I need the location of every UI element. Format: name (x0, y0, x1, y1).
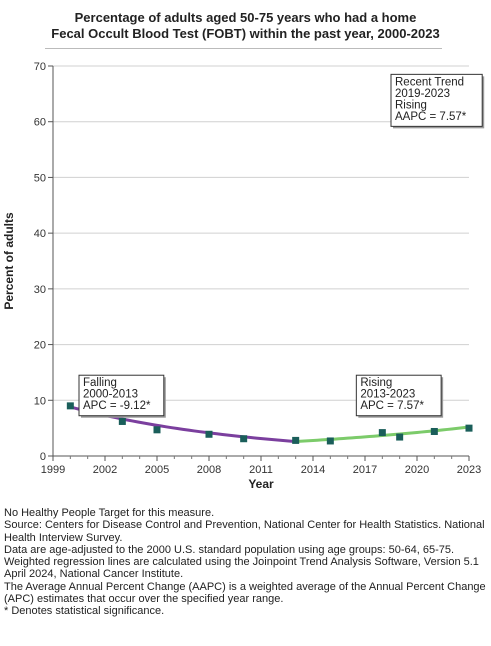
y-tick-label-0: 0 (40, 451, 46, 463)
footnotes: No Healthy People Target for this measur… (4, 507, 488, 618)
data-point-2013 (292, 436, 300, 444)
title-divider (45, 48, 442, 49)
annotation-2-line-2: Rising (395, 99, 427, 111)
data-point-2010 (240, 435, 248, 443)
annotation-0-line-1: 2000-2013 (83, 389, 138, 401)
x-tick-label-4: 2011 (249, 464, 273, 476)
data-point-2019 (396, 433, 404, 441)
y-tick-label-2: 20 (34, 340, 46, 352)
annotation-2-line-1: 2019-2023 (395, 88, 450, 100)
y-tick-label-4: 40 (34, 228, 46, 240)
chart-title-line-2: Fecal Occult Blood Test (FOBT) within th… (51, 26, 440, 41)
chart-title-line-1: Percentage of adults aged 50-75 years wh… (74, 10, 417, 25)
annotation-box-0 (78, 374, 165, 417)
note-regression: Weighted regression lines are calculated… (4, 556, 479, 581)
x-axis-title: Year (248, 477, 274, 491)
annotation-box-2 (390, 73, 483, 127)
chart: 0 10 20 30 40 50 60 70 1999 2002 2005 2008 2011 2014 2… (2, 61, 485, 491)
y-tick-label-6: 60 (34, 117, 46, 129)
y-axis-title: Percent of adults (2, 212, 16, 310)
annotation-0-line-0: Falling (83, 377, 117, 389)
y-tick-label-7: 70 (34, 61, 46, 73)
x-tick-label-1: 2002 (93, 464, 117, 476)
note-age-adjustment: Data are age-adjusted to the 2000 U.S. s… (4, 543, 455, 556)
x-tick-label-5: 2014 (301, 464, 325, 476)
annotation-box-1 (355, 374, 442, 417)
data-point-2023 (465, 424, 473, 432)
annotation-1-line-2: APC = 7.57* (360, 400, 424, 412)
y-tick-label-3: 30 (34, 284, 46, 296)
data-point-2003 (118, 417, 126, 425)
data-point-2018 (378, 429, 386, 437)
data-point-2005 (153, 426, 161, 434)
data-point-2021 (430, 427, 438, 435)
chart-title: Percentage of adults aged 50-75 years wh… (0, 10, 491, 42)
y-tick-label-5: 50 (34, 172, 46, 184)
x-tick-label-6: 2017 (353, 464, 377, 476)
annotation-1-line-1: 2013-2023 (360, 389, 415, 401)
y-tick-label-1: 10 (34, 395, 46, 407)
note-target: No Healthy People Target for this measur… (4, 507, 215, 519)
data-point-2000 (66, 402, 74, 410)
x-tick-label-8: 2023 (457, 464, 481, 476)
x-tick-label-7: 2020 (405, 464, 429, 476)
data-point-2008 (205, 430, 213, 438)
annotation-0-line-2: APC = -9.12* (83, 400, 151, 412)
axes: 0 10 20 30 40 50 60 70 1999 2002 2005 2008 2011 2014 2… (34, 61, 481, 476)
annotation-1-line-0: Rising (360, 377, 392, 389)
annotation-2-line-0: Recent Trend (395, 76, 464, 88)
x-tick-label-0: 1999 (41, 464, 65, 476)
note-source: Source: Centers for Disease Control and … (4, 519, 485, 544)
data-point-2015 (326, 437, 334, 445)
data-points (66, 402, 473, 445)
annotation-2-line-3: AAPC = 7.57* (395, 111, 467, 123)
note-aapc: The Average Annual Percent Change (AAPC)… (4, 580, 486, 606)
x-tick-label-2: 2005 (145, 464, 169, 476)
x-tick-label-3: 2008 (197, 464, 221, 476)
note-significance: * Denotes statistical significance. (4, 605, 165, 618)
